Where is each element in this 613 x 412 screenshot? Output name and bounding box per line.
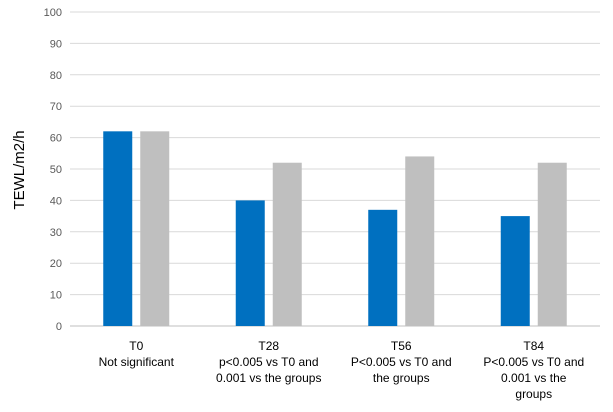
x-category-label: T0 <box>129 339 143 353</box>
y-axis-ticks: 0 10 20 30 40 50 60 70 80 90 100 <box>44 7 62 333</box>
y-tick-label: 50 <box>50 164 62 176</box>
x-axis-categories: T0 Not significant T28 p<0.005 vs T0 and 0.0… <box>99 339 585 401</box>
y-axis-label: TEWL/m2/h <box>11 130 28 209</box>
x-category-label: Not significant <box>99 355 175 369</box>
bar <box>140 131 170 326</box>
y-tick-label: 60 <box>50 133 62 145</box>
x-category-label: the groups <box>373 371 430 385</box>
bar <box>405 156 435 326</box>
y-tick-label: 0 <box>56 321 62 333</box>
bar <box>272 162 302 326</box>
x-category-label: p<0.005 vs T0 and <box>219 355 319 369</box>
x-category-label: P<0.005 vs T0 and <box>483 355 584 369</box>
y-tick-label: 90 <box>50 38 62 50</box>
y-tick-label: 70 <box>50 101 62 113</box>
x-category-label: T84 <box>523 339 544 353</box>
bars <box>103 131 567 326</box>
bar <box>368 209 398 326</box>
x-category-label: T56 <box>391 339 412 353</box>
y-tick-label: 40 <box>50 195 62 207</box>
y-tick-label: 10 <box>50 290 62 302</box>
y-tick-label: 20 <box>50 258 62 270</box>
y-tick-label: 100 <box>44 7 62 19</box>
bar <box>235 200 265 326</box>
x-category-label: P<0.005 vs T0 and <box>351 355 452 369</box>
x-category-label: T28 <box>258 339 279 353</box>
bar <box>103 131 133 326</box>
bar <box>500 216 530 326</box>
x-category-label: 0.001 vs the <box>501 371 567 385</box>
y-tick-label: 30 <box>50 227 62 239</box>
x-category-label: 0.001 vs the groups <box>216 371 321 385</box>
y-tick-label: 80 <box>50 70 62 82</box>
bar <box>537 162 567 326</box>
x-category-label: groups <box>515 387 552 401</box>
